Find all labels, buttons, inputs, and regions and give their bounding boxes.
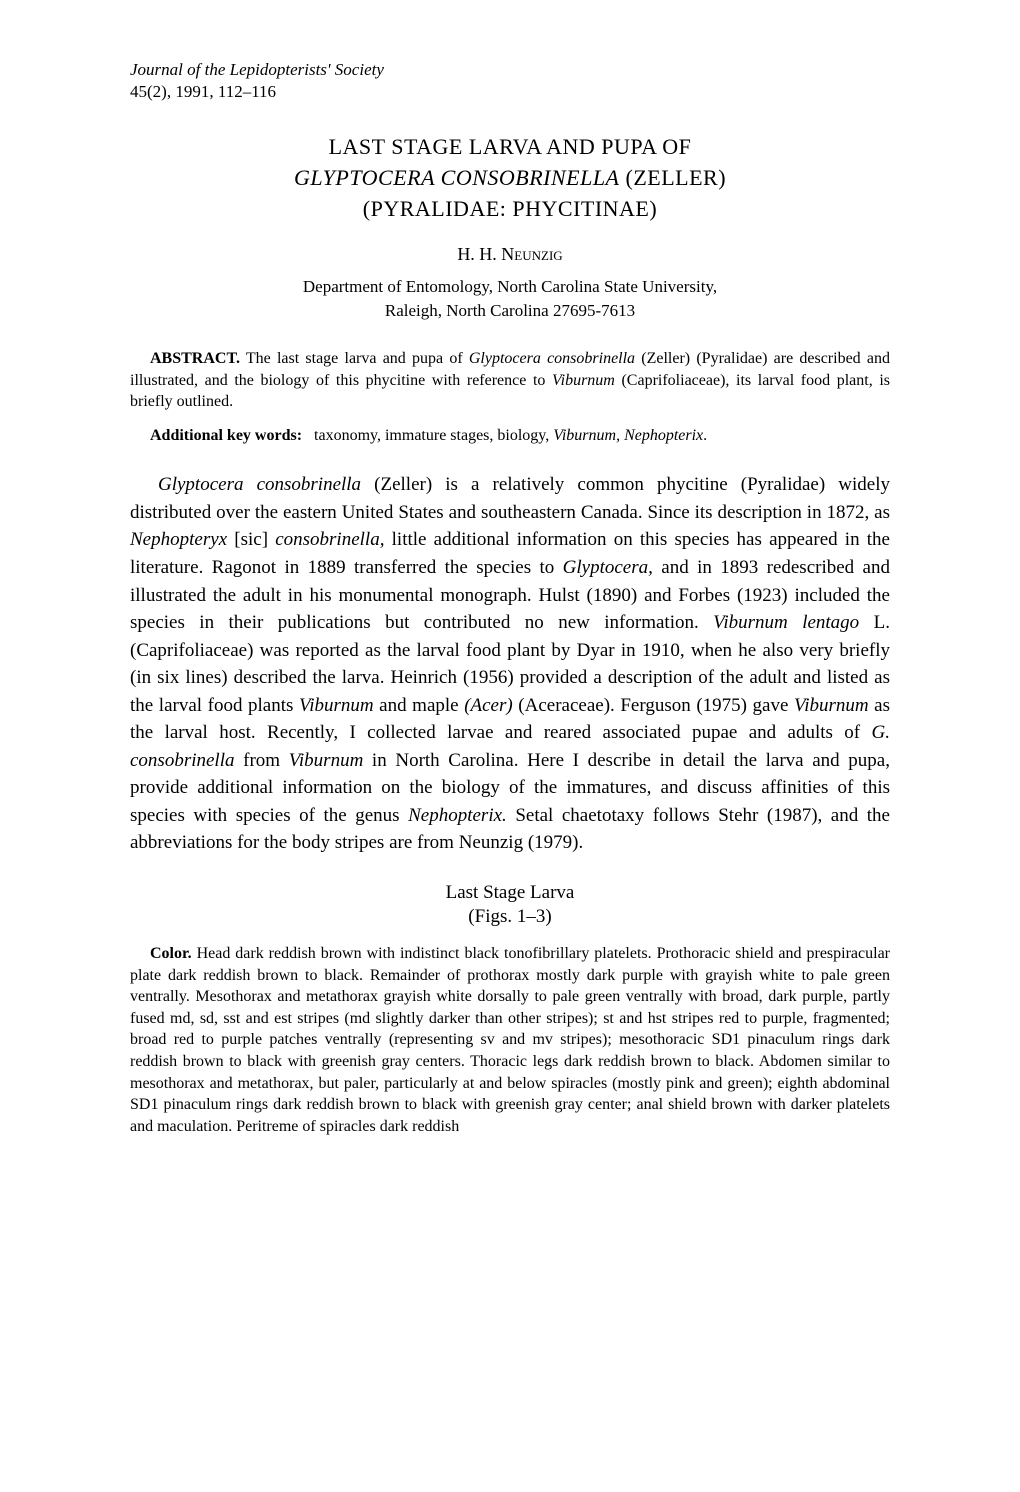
journal-name: Journal of the Lepidopterists' Society bbox=[130, 60, 890, 80]
journal-header: Journal of the Lepidopterists' Society 4… bbox=[130, 60, 890, 102]
body-viburnum-1: Viburnum bbox=[299, 695, 374, 716]
title-authority: (ZELLER) bbox=[620, 165, 727, 190]
figure-reference: (Figs. 1–3) bbox=[130, 906, 890, 928]
keywords-text-1: taxonomy, immature stages, biology, bbox=[314, 427, 553, 444]
body-species-start: Glyptocera consobrinella bbox=[158, 474, 361, 495]
keywords-label: Additional key words: bbox=[150, 427, 302, 444]
title-line-1: LAST STAGE LARVA AND PUPA OF bbox=[130, 132, 890, 163]
color-text: Head dark reddish brown with indistinct … bbox=[130, 945, 890, 1135]
body-nephopterix: Nephopterix. bbox=[408, 805, 507, 826]
keywords-italic: Viburnum, Nephopterix bbox=[553, 427, 703, 444]
description-color: Color. Head dark reddish brown with indi… bbox=[130, 943, 890, 1137]
body-viburnum-3: Viburnum bbox=[289, 750, 364, 771]
body-viburnum-lentago: Viburnum lentago bbox=[713, 612, 859, 633]
abstract-text-1: The last stage larva and pupa of bbox=[246, 350, 469, 367]
title-line-3: (PYRALIDAE: PHYCITINAE) bbox=[130, 194, 890, 225]
body-from: from bbox=[235, 750, 289, 771]
keywords: Additional key words: taxonomy, immature… bbox=[130, 425, 890, 447]
affiliation-line-2: Raleigh, North Carolina 27695-7613 bbox=[385, 301, 635, 320]
color-label: Color. bbox=[150, 945, 192, 962]
abstract-label: ABSTRACT. bbox=[150, 350, 240, 367]
body-aceraceae: (Aceraceae). Ferguson (1975) gave bbox=[513, 695, 794, 716]
author-affiliation: Department of Entomology, North Carolina… bbox=[130, 275, 890, 323]
keywords-text-end: . bbox=[703, 427, 707, 444]
abstract-species-1: Glyptocera consobrinella bbox=[469, 350, 635, 367]
author-name: H. H. Neunzig bbox=[130, 244, 890, 265]
abstract-species-2: Viburnum bbox=[552, 372, 615, 389]
body-consobrinella: consobrinella, bbox=[275, 529, 384, 550]
article-title: LAST STAGE LARVA AND PUPA OF GLYPTOCERA … bbox=[130, 132, 890, 224]
main-paragraph: Glyptocera consobrinella (Zeller) is a r… bbox=[130, 471, 890, 857]
title-line-2: GLYPTOCERA CONSOBRINELLA (ZELLER) bbox=[130, 163, 890, 194]
affiliation-line-1: Department of Entomology, North Carolina… bbox=[303, 277, 717, 296]
body-sic: [sic] bbox=[227, 529, 275, 550]
body-acer: (Acer) bbox=[464, 695, 513, 716]
title-species: GLYPTOCERA CONSOBRINELLA bbox=[294, 165, 620, 190]
section-heading: Last Stage Larva bbox=[130, 882, 890, 904]
body-nephopteryx: Nephopteryx bbox=[130, 529, 227, 550]
body-and-maple: and maple bbox=[374, 695, 465, 716]
body-viburnum-2: Viburnum bbox=[794, 695, 869, 716]
abstract: ABSTRACT. The last stage larva and pupa … bbox=[130, 348, 890, 413]
issue-info: 45(2), 1991, 112–116 bbox=[130, 82, 890, 102]
body-glyptocera: Glyptocera, bbox=[563, 557, 653, 578]
